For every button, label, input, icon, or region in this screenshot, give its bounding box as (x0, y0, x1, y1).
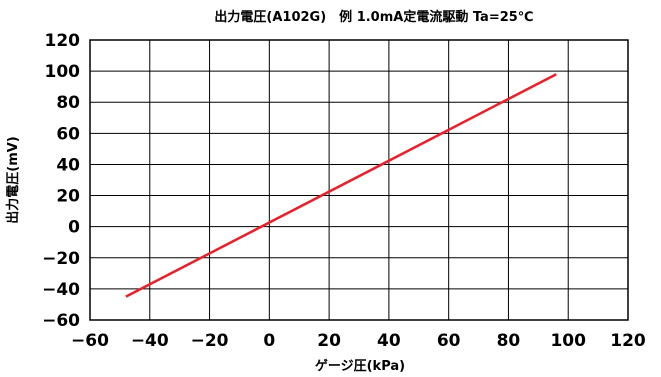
y-tick-label: −20 (42, 249, 80, 269)
y-tick-label: 40 (56, 155, 80, 175)
x-tick-label: 40 (377, 331, 401, 351)
x-tick-label: −60 (71, 331, 109, 351)
y-tick-label: 80 (56, 93, 80, 113)
y-tick-labels: −60 −40 −20 0 20 40 60 80 100 120 (42, 31, 80, 331)
y-axis-label: 出力電圧(mV) (5, 136, 21, 224)
x-tick-label: −20 (191, 331, 229, 351)
y-tick-label: 60 (56, 124, 80, 144)
y-tick-label: 0 (68, 218, 80, 238)
plot-frame (89, 39, 629, 321)
x-tick-labels: −60 −40 −20 0 20 40 60 80 100 120 (71, 331, 646, 351)
y-tick-label: 20 (56, 187, 80, 207)
chart-title: 出力電圧(A102G) 例 1.0mA定電流駆動 Ta=25℃ (214, 9, 533, 25)
x-axis-label: ゲージ圧(kPa) (315, 358, 405, 374)
x-tick-label: 120 (610, 331, 646, 351)
x-tick-label: 20 (317, 331, 341, 351)
x-tick-label: 100 (550, 331, 586, 351)
x-tick-label: 80 (497, 331, 521, 351)
y-tick-label: −40 (42, 280, 80, 300)
series-layer (125, 73, 557, 298)
x-tick-label: 60 (437, 331, 461, 351)
x-tick-label: −40 (131, 331, 169, 351)
x-tick-label: 0 (263, 331, 275, 351)
y-tick-label: −60 (42, 311, 80, 331)
grid (89, 39, 629, 321)
y-tick-label: 100 (45, 62, 81, 82)
y-tick-label: 120 (45, 31, 81, 51)
series-line (125, 73, 557, 298)
